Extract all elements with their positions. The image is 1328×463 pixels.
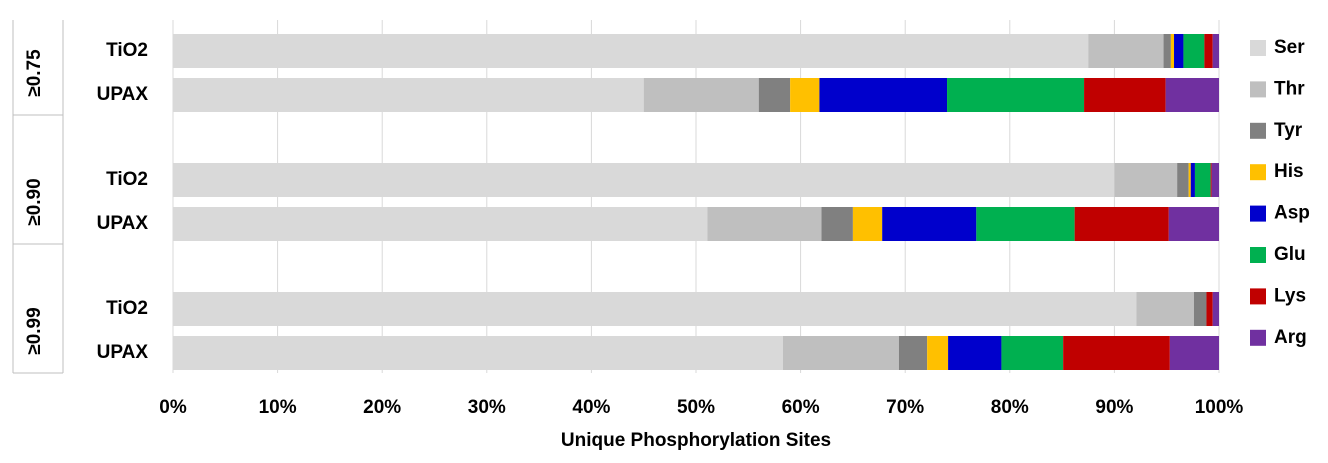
legend-swatch xyxy=(1250,40,1266,56)
bar-segment xyxy=(1168,207,1219,241)
y-tick-label: UPAX xyxy=(97,213,149,234)
bar-segment xyxy=(1114,163,1178,197)
legend-label: Asp xyxy=(1274,203,1310,224)
x-tick-label: 30% xyxy=(468,397,506,418)
bar-segment xyxy=(1088,34,1164,68)
bar-segment xyxy=(173,207,708,241)
x-tick-label: 50% xyxy=(677,397,715,418)
legend-label: Glu xyxy=(1274,244,1306,265)
bar-segment xyxy=(898,336,928,370)
bar-segment xyxy=(1170,34,1175,68)
legend-swatch xyxy=(1250,81,1266,98)
bar-segment xyxy=(1074,207,1169,241)
y-tick-label: TiO2 xyxy=(106,40,148,61)
bar-segment xyxy=(948,336,1002,370)
bar-segment xyxy=(1188,163,1191,197)
bar-segment xyxy=(758,78,791,112)
legend-label: Arg xyxy=(1274,327,1307,348)
bar-segment xyxy=(819,78,948,112)
bar-segment xyxy=(1193,292,1207,326)
x-tick-label: 0% xyxy=(159,397,187,418)
group-label: ≥0.75 xyxy=(24,49,45,97)
legend-label: His xyxy=(1274,161,1304,182)
x-tick-label: 100% xyxy=(1195,397,1244,418)
x-tick-label: 40% xyxy=(572,397,610,418)
legend-swatch xyxy=(1250,205,1266,222)
bar-segment xyxy=(173,336,783,370)
bar-segment xyxy=(173,163,1115,197)
bar-segment xyxy=(1001,336,1064,370)
bar-segment xyxy=(1204,34,1213,68)
x-axis-title: Unique Phosphorylation Sites xyxy=(561,430,831,451)
bar-segment xyxy=(1163,34,1171,68)
bar-segment xyxy=(1206,292,1213,326)
legend-swatch xyxy=(1250,164,1266,181)
bar-segment xyxy=(1169,336,1219,370)
legend-swatch xyxy=(1250,122,1266,139)
bar-segment xyxy=(1136,292,1194,326)
bar-segment xyxy=(1212,34,1219,68)
bar-segment xyxy=(821,207,853,241)
x-tick-label: 70% xyxy=(886,397,924,418)
bar-segment xyxy=(1183,34,1205,68)
x-tick-label: 60% xyxy=(782,397,820,418)
bar-segment xyxy=(1190,163,1195,197)
legend-label: Thr xyxy=(1274,78,1305,99)
x-tick-label: 20% xyxy=(363,397,401,418)
bar-segment xyxy=(643,78,759,112)
legend-label: Tyr xyxy=(1274,120,1303,141)
bar-segment xyxy=(173,78,644,112)
y-tick-label: TiO2 xyxy=(106,298,148,319)
bar-segment xyxy=(173,34,1089,68)
bar-segment xyxy=(1210,163,1212,197)
group-label: ≥0.99 xyxy=(24,307,45,354)
bar-segment xyxy=(1212,292,1219,326)
bar-segment xyxy=(1177,163,1189,197)
bar-segment xyxy=(1165,78,1219,112)
legend-label: Ser xyxy=(1274,37,1305,58)
bar-segment xyxy=(707,207,822,241)
bar-segment xyxy=(1063,336,1170,370)
bar-segment xyxy=(790,78,820,112)
legend-swatch xyxy=(1250,329,1266,346)
bar-segment xyxy=(882,207,977,241)
bar-segment xyxy=(1211,163,1219,197)
bar-segment xyxy=(1174,34,1184,68)
bar-segment xyxy=(852,207,883,241)
bar-segment xyxy=(173,292,1137,326)
bar-segment xyxy=(947,78,1085,112)
x-tick-label: 90% xyxy=(1095,397,1133,418)
x-tick-label: 10% xyxy=(259,397,297,418)
y-tick-label: UPAX xyxy=(97,342,149,363)
legend-swatch xyxy=(1250,247,1266,263)
legend-label: Lys xyxy=(1274,285,1306,306)
legend-swatch xyxy=(1250,288,1266,305)
y-tick-label: UPAX xyxy=(97,84,149,105)
x-tick-label: 80% xyxy=(991,397,1029,418)
bar-segment xyxy=(782,336,899,370)
bar-segment xyxy=(1084,78,1166,112)
y-tick-label: TiO2 xyxy=(106,169,148,190)
bar-segment xyxy=(976,207,1075,241)
group-label: ≥0.90 xyxy=(24,178,45,225)
bar-segment xyxy=(1194,163,1211,197)
bar-segment xyxy=(927,336,949,370)
